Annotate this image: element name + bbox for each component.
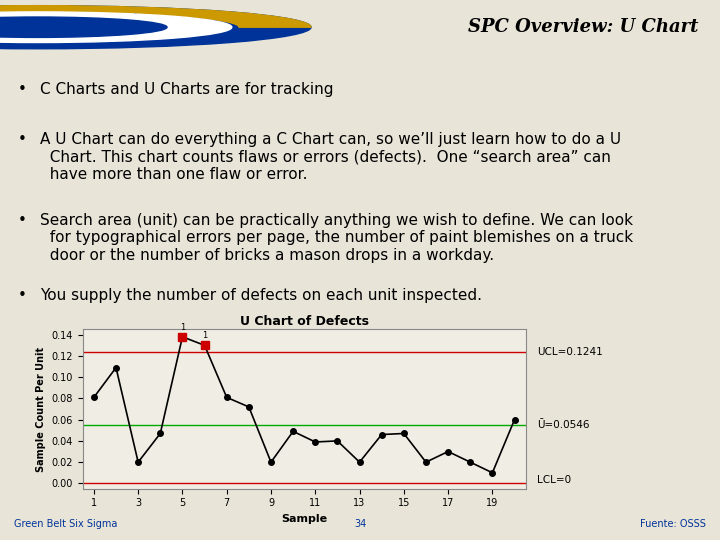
Text: LCL=0: LCL=0 <box>537 475 571 485</box>
Circle shape <box>0 5 311 49</box>
Text: •: • <box>18 213 27 228</box>
Circle shape <box>0 17 167 37</box>
Text: Tecnológico: Tecnológico <box>76 14 153 26</box>
Text: 1: 1 <box>180 322 185 332</box>
Text: 1: 1 <box>202 331 207 340</box>
Text: UCL=0.1241: UCL=0.1241 <box>537 347 603 356</box>
Text: •: • <box>18 132 27 147</box>
Circle shape <box>0 12 232 43</box>
Y-axis label: Sample Count Per Unit: Sample Count Per Unit <box>36 347 46 471</box>
Text: C Charts and U Charts are for tracking: C Charts and U Charts are for tracking <box>40 82 338 97</box>
Text: •: • <box>18 288 27 303</box>
Text: Ū=0.0546: Ū=0.0546 <box>537 421 590 430</box>
Text: Fuente: OSSS: Fuente: OSSS <box>640 519 706 529</box>
Text: You supply the number of defects on each unit inspected.: You supply the number of defects on each… <box>40 288 482 303</box>
X-axis label: Sample: Sample <box>281 514 328 524</box>
Text: SPC Overview: U Chart: SPC Overview: U Chart <box>468 18 698 36</box>
Wedge shape <box>0 5 311 27</box>
Title: U Chart of Defects: U Chart of Defects <box>240 315 369 328</box>
Text: A U Chart can do everything a C Chart can, so we’ll just learn how to do a U
  C: A U Chart can do everything a C Chart ca… <box>40 132 621 182</box>
Text: de Monterrey: de Monterrey <box>76 32 155 45</box>
Text: 34: 34 <box>354 519 366 529</box>
Text: Search area (unit) can be practically anything we wish to define. We can look
  : Search area (unit) can be practically an… <box>40 213 633 262</box>
Text: •: • <box>18 82 27 97</box>
Text: Green Belt Six Sigma: Green Belt Six Sigma <box>14 519 118 529</box>
